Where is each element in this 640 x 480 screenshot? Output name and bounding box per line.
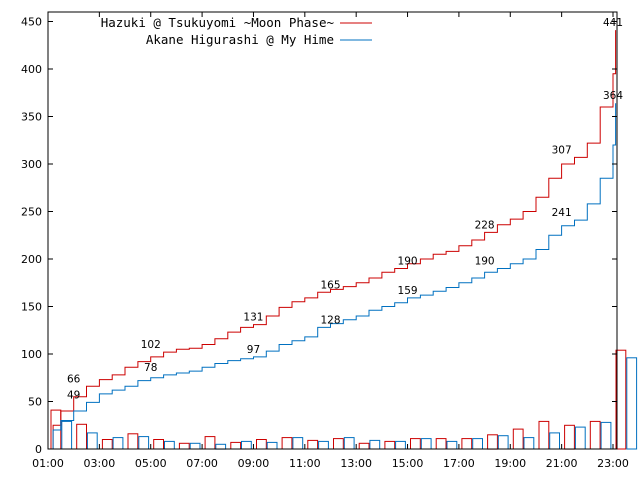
data-labels: 66 102 131 165 190 228 307 441 49 78 97 128 159 190 24…: [67, 17, 623, 401]
data-label-1-5: 190: [398, 256, 418, 268]
bar-1-12: [333, 438, 344, 450]
data-label-2-3: 97: [247, 344, 260, 356]
x-tick-label-2: 03:00: [84, 457, 116, 470]
y-tick-label-0: 0: [35, 443, 42, 456]
x-tick-label-3: 05:00: [135, 457, 167, 470]
bar-2-19: [523, 437, 535, 450]
bar-1-18: [487, 434, 498, 450]
data-label-1-6: 228: [475, 219, 495, 231]
bar-2-2: [86, 432, 98, 450]
y-tick-label-400: 400: [21, 63, 42, 76]
data-label-2-8: 364: [603, 90, 623, 102]
x-tick-label-12: 23:00: [597, 457, 629, 470]
legend-label-2: Akane Higurashi @ My Hime: [146, 32, 334, 47]
bar-2-1: [61, 420, 73, 450]
x-tick-label-6: 11:00: [289, 457, 321, 470]
data-label-2-5: 159: [398, 285, 418, 297]
bar-2-17: [472, 438, 484, 450]
data-label-1-1: 66: [67, 373, 81, 385]
bar-2-18: [497, 435, 509, 450]
bar-1-2: [76, 423, 87, 450]
bar-2-7: [215, 443, 227, 450]
bar-2-14: [395, 440, 406, 450]
y-tick-label-150: 150: [21, 301, 42, 314]
x-tick-label-8: 15:00: [392, 457, 424, 470]
y-tick-label-200: 200: [21, 253, 42, 266]
bar-2-8: [241, 440, 252, 450]
bar-2-21: [574, 426, 586, 450]
bar-1-5: [153, 439, 164, 450]
bar-1-9: [256, 439, 267, 450]
bar-1-7: [204, 436, 216, 450]
data-label-2-2: 78: [144, 362, 157, 374]
bar-1-14: [384, 440, 396, 450]
bar-1-6: [178, 442, 190, 450]
x-tick-label-5: 09:00: [238, 457, 270, 470]
bar-1-13: [358, 442, 370, 450]
bar-2-4: [138, 436, 150, 450]
bar-2-5: [164, 440, 175, 450]
bar-1-3: [101, 439, 113, 450]
bar-2-10: [292, 437, 304, 450]
bar-2-20: [549, 432, 561, 450]
data-label-2-7: 241: [552, 207, 572, 219]
bar-1-11: [307, 439, 319, 450]
plot-frame: [47, 11, 618, 450]
bar-1-4: [127, 433, 139, 450]
legend: Hazuki @ Tsukuyomi ~Moon Phase~ Akane Hig…: [101, 15, 372, 47]
y-tick-label-300: 300: [21, 158, 42, 171]
x-tick-label-10: 19:00: [494, 457, 526, 470]
bar-2-9: [266, 441, 278, 450]
data-label-1-4: 165: [320, 279, 340, 291]
bar-1-10: [281, 437, 293, 450]
bar-2-15: [420, 438, 432, 450]
legend-label-1: Hazuki @ Tsukuyomi ~Moon Phase~: [101, 15, 334, 30]
data-label-2-6: 190: [475, 256, 495, 268]
series-line-1: [48, 30, 617, 450]
y-tick-label-100: 100: [21, 348, 42, 361]
data-label-2-4: 128: [320, 314, 340, 326]
cumulative-lines: [48, 30, 617, 450]
data-label-1-2: 102: [141, 339, 161, 351]
y-tick-label-350: 350: [21, 111, 42, 124]
bar-2-3: [112, 437, 124, 450]
y-tick-label-50: 50: [28, 396, 42, 409]
bar-1-15: [410, 438, 421, 450]
bar-2-23: [626, 357, 638, 450]
x-tick-label-9: 17:00: [443, 457, 475, 470]
bar-1-21: [564, 424, 575, 450]
bar-2-13: [369, 439, 381, 450]
y-tick-label-450: 450: [21, 16, 42, 29]
bar-1-22: [589, 420, 601, 450]
hourly-bars: [50, 349, 638, 450]
data-label-1-3: 131: [243, 312, 263, 324]
bar-1-16: [435, 438, 447, 450]
bar-2-16: [446, 440, 458, 450]
bar-2-6: [189, 442, 201, 450]
x-tick-label-7: 13:00: [340, 457, 372, 470]
bar-1-20: [538, 420, 550, 450]
bar-2-12: [343, 437, 355, 450]
x-tick-label-1: 01:00: [32, 457, 64, 470]
bar-2-11: [318, 440, 329, 450]
data-label-1-7: 307: [552, 144, 572, 156]
bar-1-17: [461, 438, 473, 450]
bar-2-22: [600, 421, 612, 450]
x-tick-label-4: 07:00: [186, 457, 218, 470]
data-label-1-8: 441: [603, 17, 623, 29]
bar-1-8: [230, 441, 242, 450]
bar-1-23: [615, 349, 627, 450]
axes: 0 50 100 150 200 250 300 350 400 450 01:00 03:00 05:…: [21, 11, 629, 470]
x-tick-label-11: 21:00: [546, 457, 578, 470]
series-line-2: [48, 103, 617, 450]
data-label-2-1: 49: [67, 389, 80, 401]
bar-1-19: [512, 428, 524, 450]
y-tick-label-250: 250: [21, 206, 42, 219]
